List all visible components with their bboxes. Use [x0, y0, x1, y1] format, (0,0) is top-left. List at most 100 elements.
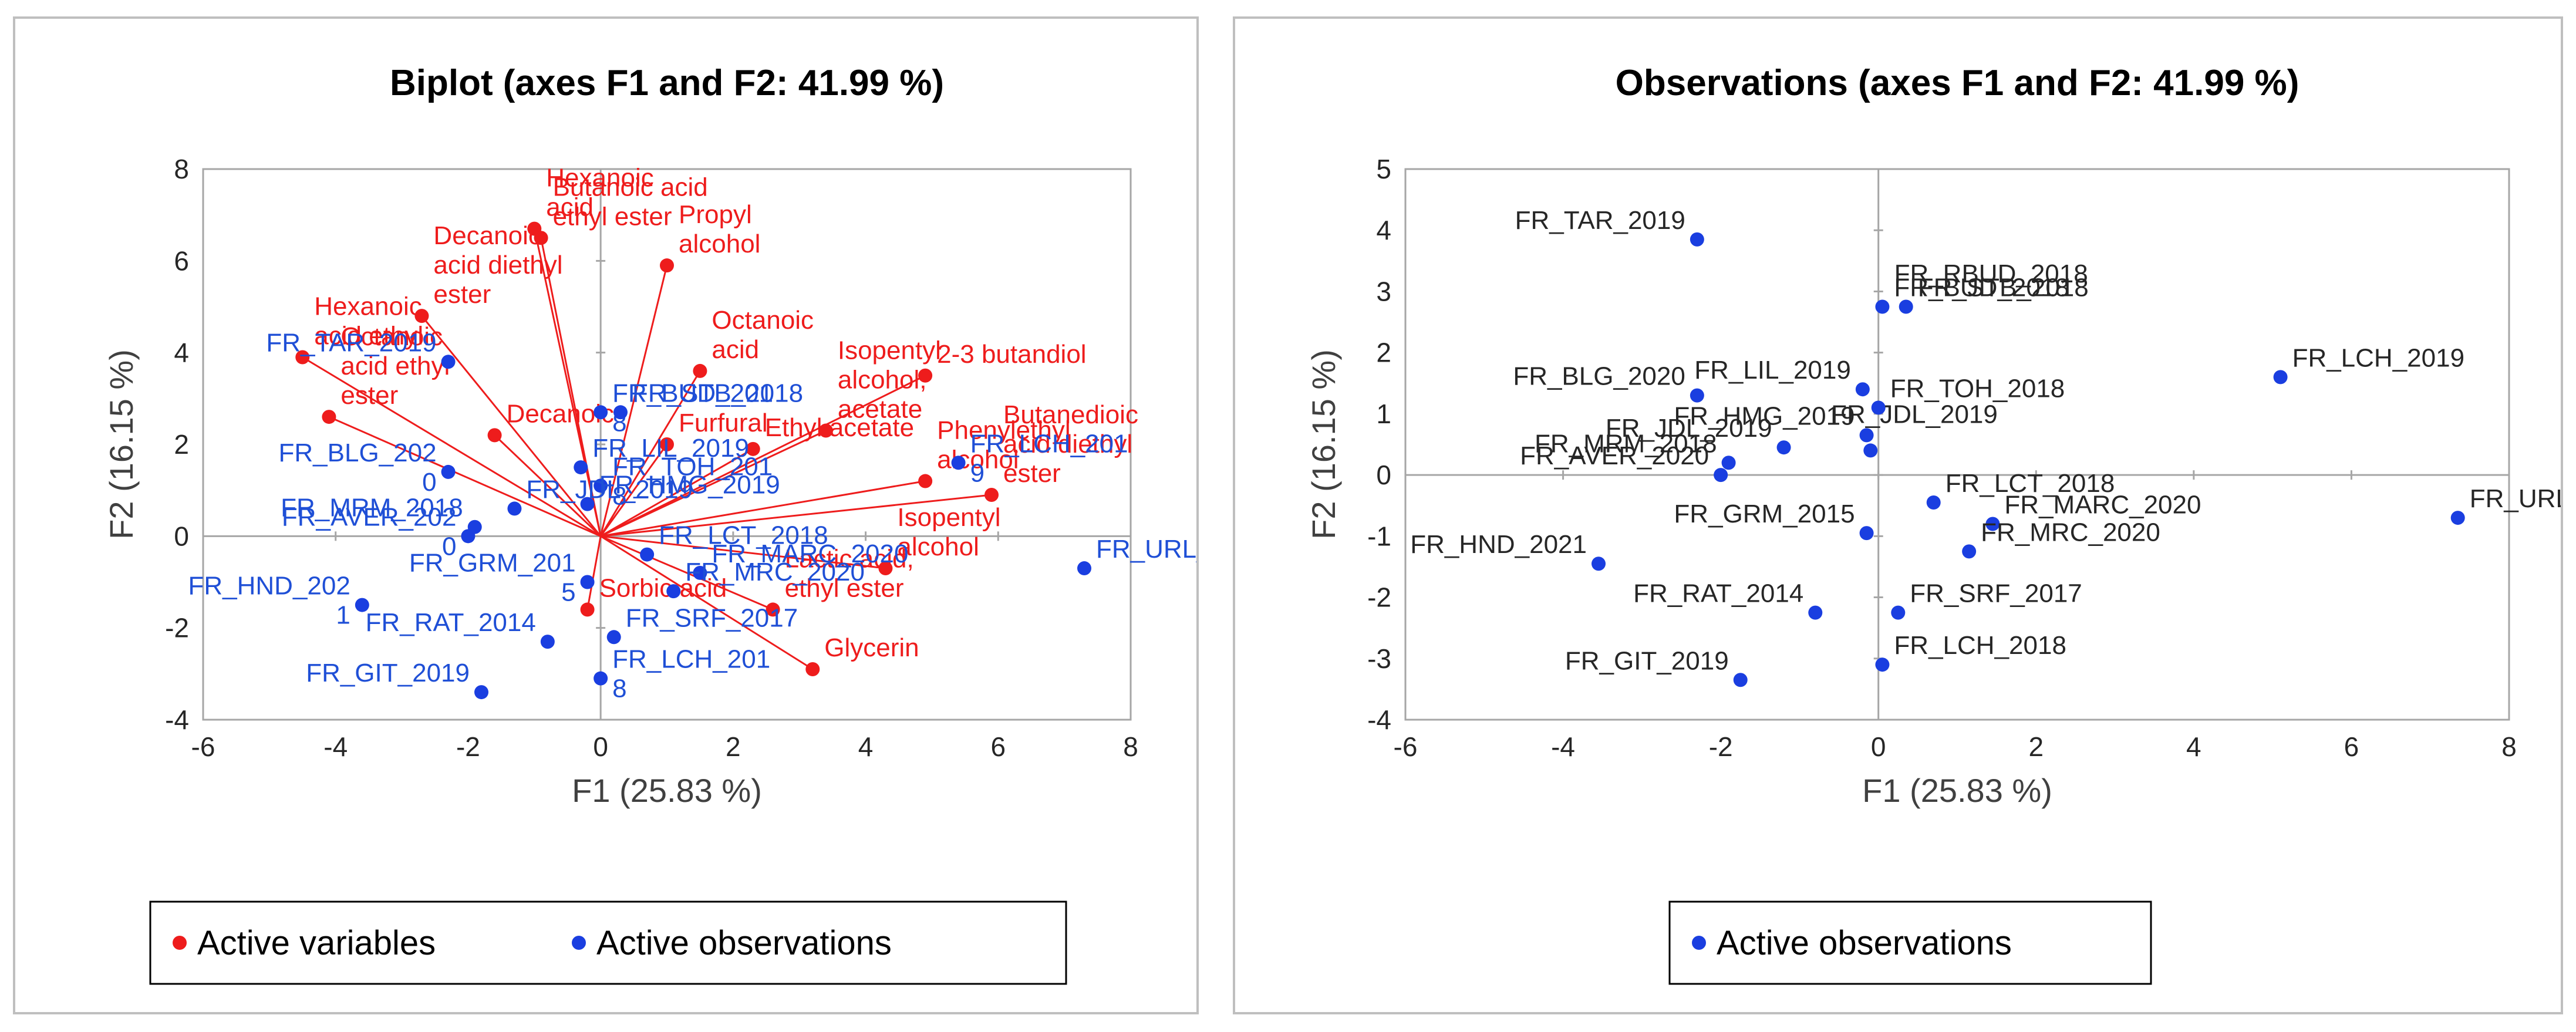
- observations-chart: Observations (axes F1 and F2: 41.99 %) -6…: [1305, 63, 2576, 985]
- variable-point: [414, 309, 429, 323]
- observation-point: [951, 456, 966, 470]
- x-tick-label: 2: [2028, 731, 2044, 762]
- y-tick-label: -4: [1367, 704, 1391, 735]
- variable-point: [805, 662, 820, 677]
- variable-label: Ethyl acetate: [765, 413, 914, 442]
- observation-label: FR_GRM_2015: [1674, 500, 1855, 528]
- observation-point: [606, 630, 621, 645]
- observation-label: FR_RBUD_2018: [1894, 259, 2088, 288]
- observation-label: 1: [336, 601, 350, 630]
- variable-point: [878, 561, 893, 576]
- y-tick-label: 2: [174, 429, 189, 460]
- variable-label: Octanoic: [340, 322, 443, 351]
- observation-point: [1855, 382, 1870, 397]
- observation-point: [1962, 544, 1977, 559]
- observation-point: [1592, 557, 1606, 571]
- observation-point: [1863, 443, 1878, 458]
- x-tick-label: -4: [323, 731, 348, 762]
- observation-point: [441, 355, 456, 369]
- observation-label: FR_MARC_2020: [712, 539, 908, 568]
- variable-label: Octanoic: [712, 306, 814, 335]
- observation-label: FR_GIT_2019: [1565, 646, 1729, 675]
- x-tick-label: -4: [1551, 731, 1575, 762]
- variable-label: Phenylethyl: [937, 416, 1070, 445]
- y-tick-label: 4: [1376, 215, 1391, 245]
- observation-label: FR_MRC_2020: [685, 558, 865, 586]
- x-tick-label: -6: [191, 731, 215, 762]
- observation-label: FR_LIL_2019: [592, 434, 749, 463]
- variable-label: Hexanoic: [314, 292, 422, 321]
- legend-box: [1668, 901, 2152, 985]
- x-tick-label: 8: [1123, 731, 1138, 762]
- variable-vector: [600, 494, 992, 537]
- variable-point: [487, 428, 502, 443]
- variable-label: alcohol: [897, 532, 979, 561]
- y-tick-label: -2: [1367, 582, 1391, 613]
- legend-marker: [572, 936, 586, 950]
- observation-label: FR_MRC_2020: [1981, 518, 2160, 547]
- observation-label: 0: [442, 532, 456, 561]
- variable-vector: [302, 356, 601, 537]
- variable-vector: [599, 444, 668, 537]
- chart-title: Observations (axes F1 and F2: 41.99 %): [1616, 63, 2299, 103]
- variable-label: Isopentyl: [897, 503, 1000, 532]
- variable-label: ester: [433, 280, 491, 309]
- variable-point: [580, 602, 595, 617]
- variable-label: alcohol: [679, 230, 760, 258]
- variable-point: [818, 423, 833, 438]
- observation-point: [594, 671, 608, 686]
- x-tick-label: 2: [726, 731, 741, 762]
- observation-label: FR_STB_2018: [632, 379, 803, 407]
- variable-label: Sorbic acid: [599, 574, 727, 602]
- y-tick-label: 3: [1376, 276, 1391, 306]
- observation-label: FR_LCH_2018: [1894, 631, 2066, 660]
- variable-label: alcohol: [937, 446, 1019, 474]
- observation-label: FR_LCH_2019: [2292, 343, 2465, 372]
- observation-point: [594, 405, 608, 420]
- observation-point: [1690, 232, 1704, 247]
- observation-label: FR_HMG_2019: [1674, 402, 1855, 430]
- x-tick-label: 0: [1871, 731, 1886, 762]
- variable-label: acid: [712, 335, 759, 364]
- variable-label: ester: [340, 381, 398, 410]
- variable-label: Decanoic: [433, 221, 541, 250]
- x-tick-label: 0: [593, 731, 608, 762]
- observation-label: FR_HND_202: [188, 572, 350, 601]
- observation-point: [594, 478, 608, 493]
- observation-point: [1859, 526, 1874, 541]
- variable-label: Glycerin: [824, 633, 919, 662]
- observation-label: FR_URL_2015: [1096, 535, 1196, 564]
- plot-frame: [202, 168, 1132, 721]
- observation-point: [666, 584, 681, 599]
- observation-label: FR_MARC_2020: [2004, 490, 2201, 519]
- observation-label: FR_TAR_2019: [1515, 206, 1685, 235]
- observation-point: [507, 501, 522, 516]
- variable-label: acid diethyl: [1003, 430, 1132, 458]
- variable-point: [766, 602, 780, 617]
- variable-point: [660, 258, 674, 273]
- x-tick-label: 4: [2186, 731, 2201, 762]
- variable-vector: [600, 480, 926, 537]
- x-tick-label: 4: [858, 731, 874, 762]
- observation-point: [1875, 299, 1890, 314]
- observation-label: FR_STB_2018: [1918, 274, 2089, 302]
- observation-label: FR_URL_2015: [2470, 484, 2561, 513]
- y-tick-label: -1: [1367, 521, 1391, 551]
- observation-point: [1899, 299, 1913, 314]
- legend-marker: [173, 936, 187, 950]
- observation-point: [540, 635, 555, 649]
- variable-point: [534, 231, 548, 245]
- observation-point: [640, 547, 655, 562]
- variable-label: ethyl ester: [785, 574, 904, 602]
- y-axis-title: F2 (16.15 %): [103, 349, 140, 539]
- x-tick-label: 6: [2344, 731, 2359, 762]
- variable-vector: [600, 535, 886, 569]
- x-tick-label: 6: [990, 731, 1006, 762]
- variable-vector: [599, 370, 701, 537]
- observation-point: [1714, 468, 1728, 483]
- observation-label: FR_TOH_2018: [1890, 374, 2065, 403]
- observation-point: [580, 497, 595, 511]
- variable-vector: [328, 416, 601, 537]
- variable-label: acid ethyl: [340, 352, 450, 380]
- observation-point: [693, 565, 707, 580]
